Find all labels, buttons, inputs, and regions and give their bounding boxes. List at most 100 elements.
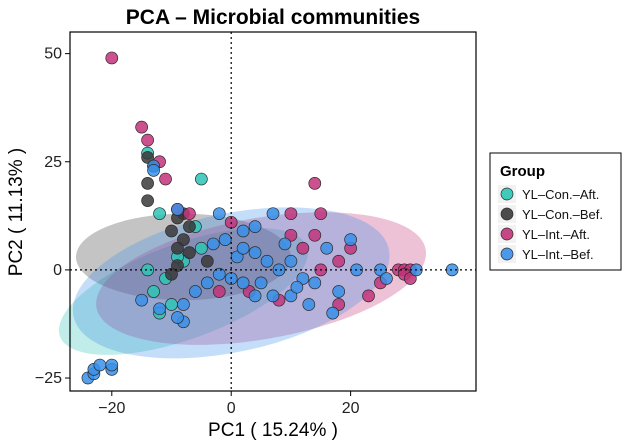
point-yl-int-bef [320, 241, 334, 255]
point-yl-int-bef [284, 254, 298, 268]
point-yl-int-bef [254, 276, 268, 290]
point-yl-con-bef [165, 267, 178, 281]
point-yl-con-aft [195, 241, 208, 255]
point-yl-int-aft [332, 298, 346, 311]
point-yl-int-aft [314, 207, 328, 221]
y-tick-label: 50 [44, 46, 62, 63]
point-yl-con-bef [177, 233, 190, 246]
point-yl-con-bef [171, 241, 184, 255]
point-yl-int-bef [236, 224, 250, 238]
point-yl-int-bef [171, 311, 184, 324]
point-yl-int-aft [141, 133, 154, 147]
point-yl-con-bef [200, 254, 214, 268]
point-yl-int-bef [171, 202, 184, 216]
point-yl-int-bef [147, 164, 160, 177]
point-yl-int-aft [183, 207, 196, 221]
point-yl-int-bef [266, 289, 280, 303]
legend-label: YL–Int.–Bef. [522, 247, 594, 262]
y-axis-title: PC2 ( 11.13% ) [6, 148, 27, 276]
legend-items: YL–Con.–Aft. YL–Con.–Bef. YL–Int.–Aft. YL–I… [498, 185, 603, 263]
point-yl-int-bef [212, 207, 226, 221]
point-yl-int-bef [326, 306, 340, 320]
point-yl-con-bef [171, 259, 184, 272]
legend-item-yl-con-aft: YL–Con.–Aft. [498, 185, 599, 203]
point-yl-int-bef [189, 285, 202, 298]
point-yl-int-bef [153, 302, 166, 316]
point-yl-int-bef [248, 289, 262, 303]
y-axis-ticks: −25 0 25 50 [35, 46, 70, 387]
legend-marker [500, 187, 514, 201]
point-yl-int-bef [260, 254, 274, 268]
legend-marker [500, 207, 514, 221]
point-yl-int-bef [236, 241, 250, 255]
point-yl-int-aft [135, 120, 148, 134]
x-tick-label: 0 [227, 400, 236, 417]
y-tick-label: 0 [53, 262, 62, 279]
y-tick-label: −25 [35, 370, 62, 387]
point-yl-con-aft [153, 207, 166, 221]
point-yl-int-bef [200, 276, 214, 290]
point-yl-int-aft [105, 51, 119, 65]
point-yl-int-bef [296, 272, 310, 285]
point-yl-con-bef [183, 246, 196, 259]
legend: Group YL–Con.–Aft. YL–Con.–Bef. YL–Int.–Af… [489, 152, 622, 271]
point-yl-int-bef [230, 250, 244, 264]
point-yl-con-bef [141, 194, 154, 208]
y-tick-label: 25 [44, 154, 62, 171]
x-axis-title: PC1 ( 15.24% ) [208, 420, 338, 441]
point-yl-int-bef [290, 280, 304, 294]
point-yl-int-bef [212, 267, 226, 281]
point-yl-int-bef [105, 358, 119, 372]
x-tick-label: −20 [98, 400, 125, 417]
legend-item-yl-int-aft: YL–Int.–Aft. [498, 225, 590, 243]
legend-marker [500, 247, 514, 261]
point-yl-int-aft [296, 241, 310, 255]
point-yl-int-bef [278, 237, 292, 251]
legend-marker [500, 227, 514, 241]
point-yl-int-aft [284, 207, 298, 221]
point-yl-con-bef [141, 177, 154, 190]
point-yl-int-bef [332, 285, 346, 298]
point-yl-con-aft [165, 298, 178, 311]
legend-item-yl-con-bef: YL–Con.–Bef. [498, 205, 603, 223]
point-yl-int-aft [403, 272, 417, 285]
point-yl-int-bef [266, 207, 280, 221]
point-yl-int-bef [93, 358, 107, 372]
legend-label: YL–Con.–Bef. [522, 207, 603, 222]
legend-item-yl-int-bef: YL–Int.–Bef. [498, 245, 594, 263]
x-axis-ticks: −20 0 20 [98, 391, 360, 417]
point-yl-int-bef [236, 276, 250, 290]
legend-title: Group [500, 163, 545, 180]
point-yl-int-bef [248, 246, 262, 259]
point-yl-int-bef [248, 220, 262, 233]
point-yl-int-bef [380, 272, 393, 285]
legend-label: YL–Int.–Aft. [522, 227, 590, 242]
point-yl-int-bef [302, 298, 316, 311]
point-yl-int-aft [362, 289, 375, 303]
point-yl-con-bef [183, 220, 196, 233]
point-yl-con-aft [147, 285, 160, 298]
point-yl-con-bef [141, 151, 154, 164]
ellipse-yl-con-aft [58, 228, 308, 355]
point-yl-int-aft [308, 228, 322, 242]
point-yl-int-aft [159, 172, 172, 186]
legend-label: YL–Con.–Aft. [522, 187, 599, 202]
point-yl-int-aft [284, 228, 298, 242]
point-yl-int-bef [218, 233, 232, 246]
point-yl-int-aft [308, 177, 322, 190]
point-yl-con-aft [195, 172, 208, 186]
point-yl-int-bef [177, 298, 190, 311]
point-yl-int-bef [135, 293, 148, 307]
plot-frame [69, 31, 477, 392]
x-tick-label: 20 [342, 400, 360, 417]
point-yl-int-bef [284, 289, 298, 303]
point-yl-int-bef [272, 263, 286, 277]
point-yl-int-bef [206, 237, 220, 251]
point-yl-con-bef [165, 224, 178, 238]
point-yl-int-bef [344, 233, 357, 246]
point-yl-int-aft [332, 254, 346, 268]
point-yl-int-aft [212, 285, 226, 298]
chart-title: PCA – Microbial communities [126, 6, 420, 29]
point-yl-int-bef [308, 276, 322, 290]
